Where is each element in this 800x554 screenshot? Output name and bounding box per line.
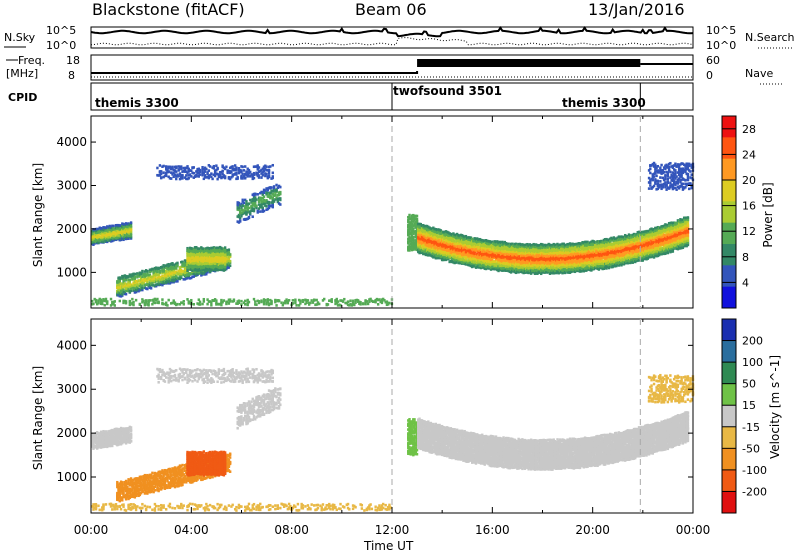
velocity-y-tick-label: 4000: [56, 338, 87, 352]
nave-label: Nave: [745, 67, 774, 80]
date-label: 13/Jan/2016: [588, 0, 685, 19]
x-tick-label: 20:00: [575, 523, 610, 537]
nsky-label: N.Sky: [4, 31, 36, 44]
power-colorbar-tick: 8: [742, 251, 749, 264]
power-colorbar-tick: 24: [742, 148, 756, 161]
beam-label: Beam 06: [355, 0, 427, 19]
velocity-colorbar-tick: -15: [742, 421, 760, 434]
power-colorbar-swatch: [722, 180, 736, 202]
velocity-colorbar-swatch: [722, 469, 736, 492]
velocity-colorbar-swatch: [722, 405, 736, 428]
velocity-colorbar-tick: 50: [742, 378, 756, 391]
radar-title: Blackstone (fitACF): [92, 0, 245, 19]
freq-label: Freq.: [18, 54, 46, 67]
power-colorbar-swatch: [722, 265, 736, 288]
power-colorbar-tick: 16: [742, 200, 756, 213]
velocity-colorbar-tick: 200: [742, 335, 763, 348]
nave-tick-top: 60: [706, 54, 720, 67]
power-colorbar-tick: 4: [742, 276, 749, 289]
cpid-mode-2: twofsound 3501: [393, 84, 502, 98]
x-tick-label: 08:00: [274, 523, 309, 537]
nsearch-label: N.Search: [745, 31, 795, 44]
velocity-colorbar-swatch: [722, 448, 736, 471]
nsky-tick-bottom: 10^0: [46, 39, 77, 52]
velocity-y-tick-label: 1000: [56, 470, 87, 484]
freq-unit: [MHz]: [6, 67, 39, 80]
velocity-colorbar-swatch: [722, 491, 736, 514]
cpid-label: CPID: [8, 91, 38, 104]
freq-tick-top: 18: [66, 54, 80, 67]
x-tick-label: 00:00: [676, 523, 711, 537]
power-y-tick-label: 3000: [56, 179, 87, 193]
nave-tick-bottom: 0: [706, 69, 713, 82]
noise-sky-line: [90, 25, 694, 38]
velocity-heatmap: [91, 367, 695, 512]
x-tick-label: 16:00: [475, 523, 510, 537]
freq-tick-bottom: 8: [68, 69, 75, 82]
power-colorbar-swatch: [722, 244, 736, 266]
velocity-colorbar-swatch: [722, 340, 736, 363]
power-colorbar-tick: 12: [742, 225, 756, 238]
power-colorbar-tick: 28: [742, 123, 756, 136]
power-colorbar-tick: 20: [742, 174, 756, 187]
power-colorbar-swatch: [722, 286, 736, 309]
freq-band: [417, 59, 641, 67]
power-colorbar-swatch: [722, 158, 736, 181]
power-heatmap: [91, 161, 695, 307]
power-y-tick-label: 1000: [56, 265, 87, 279]
nsearch-tick-top: 10^5: [706, 24, 737, 37]
x-tick-label: 00:00: [74, 523, 109, 537]
noise-search-line: [90, 37, 694, 46]
velocity-colorbar-tick: 100: [742, 356, 763, 369]
nsearch-tick-bottom: 10^0: [706, 39, 737, 52]
cpid-mode-3: themis 3300: [562, 96, 646, 110]
power-y-tick-label: 2000: [56, 222, 87, 236]
power-colorbar-swatch: [722, 222, 736, 245]
freq-line: [91, 71, 419, 74]
cpid-mode-1: themis 3300: [95, 96, 179, 110]
velocity-colorbar-swatch: [722, 383, 736, 406]
velocity-colorbar-tick: -100: [742, 464, 767, 477]
velocity-colorbar-swatch: [722, 426, 736, 449]
velocity-colorbar-tick: -50: [742, 442, 760, 455]
power-colorbar-swatch: [722, 137, 736, 160]
power-y-tick-label: 4000: [56, 135, 87, 149]
x-tick-label: 04:00: [174, 523, 209, 537]
power-colorbar-swatch: [722, 116, 736, 138]
velocity-y-tick-label: 3000: [56, 382, 87, 396]
velocity-colorbar-tick: 15: [742, 399, 756, 412]
velocity-colorbar-swatch: [722, 319, 736, 342]
x-tick-label: 12:00: [375, 523, 410, 537]
power-colorbar-swatch: [722, 201, 736, 224]
velocity-colorbar-swatch: [722, 362, 736, 385]
x-axis-label: Time UT: [364, 539, 414, 553]
noise-panel-frame: [90, 26, 694, 49]
nsky-tick-top: 10^5: [46, 24, 77, 37]
freq-panel-frame: [90, 54, 694, 81]
velocity-y-tick-label: 2000: [56, 426, 87, 440]
velocity-colorbar-tick: -200: [742, 485, 767, 498]
